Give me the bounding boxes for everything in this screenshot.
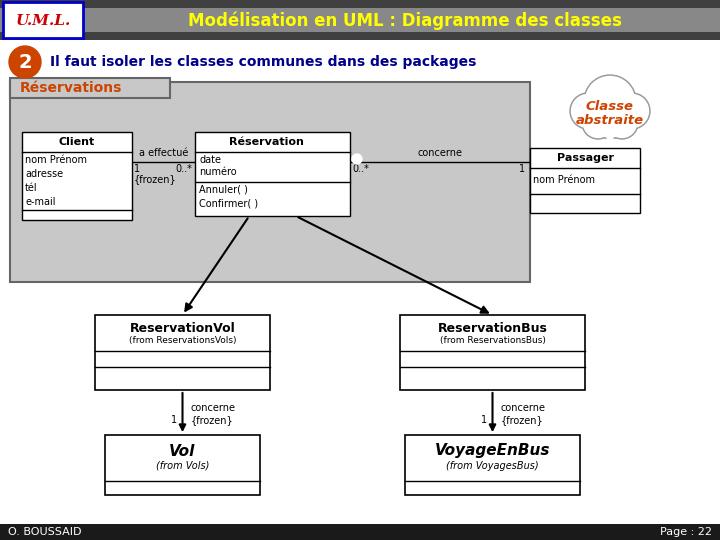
FancyBboxPatch shape <box>3 2 83 38</box>
FancyBboxPatch shape <box>105 435 260 495</box>
Text: Annuler( ): Annuler( ) <box>199 185 248 195</box>
Text: e-mail: e-mail <box>25 197 55 207</box>
Text: Passager: Passager <box>557 153 613 163</box>
Circle shape <box>583 109 613 138</box>
Text: Client: Client <box>59 137 95 147</box>
Text: Confirmer( ): Confirmer( ) <box>199 199 258 209</box>
Circle shape <box>585 77 634 125</box>
Bar <box>0 0 720 40</box>
Text: {frozen}: {frozen} <box>191 415 233 425</box>
Text: VoyageEnBus: VoyageEnBus <box>435 443 550 458</box>
Text: 2: 2 <box>18 52 32 71</box>
FancyBboxPatch shape <box>400 315 585 390</box>
FancyBboxPatch shape <box>405 435 580 495</box>
Text: ReservationVol: ReservationVol <box>130 321 235 334</box>
Circle shape <box>572 94 605 127</box>
Text: Page : 22: Page : 22 <box>660 527 712 537</box>
Text: (from Vols): (from Vols) <box>156 461 210 471</box>
Text: ReservationBus: ReservationBus <box>438 321 547 334</box>
FancyBboxPatch shape <box>22 132 132 220</box>
Text: concerne: concerne <box>500 403 546 413</box>
Text: 1: 1 <box>171 415 176 425</box>
Text: 1: 1 <box>134 164 140 174</box>
Text: abstraite: abstraite <box>576 113 644 126</box>
Text: (from ReservationsVols): (from ReservationsVols) <box>129 336 236 346</box>
Circle shape <box>616 94 649 127</box>
Text: Vol: Vol <box>169 443 196 458</box>
Text: concerne: concerne <box>191 403 235 413</box>
Text: O. BOUSSAID: O. BOUSSAID <box>8 527 81 537</box>
Text: concerne: concerne <box>418 148 462 158</box>
Circle shape <box>584 75 636 127</box>
Circle shape <box>606 107 638 139</box>
Text: a effectué: a effectué <box>139 148 188 158</box>
Circle shape <box>596 111 624 139</box>
FancyBboxPatch shape <box>10 78 170 98</box>
Circle shape <box>570 93 606 129</box>
FancyBboxPatch shape <box>95 315 270 390</box>
Text: 0..*: 0..* <box>175 164 192 174</box>
Text: date: date <box>199 155 221 165</box>
Text: nom Prénom: nom Prénom <box>25 155 87 165</box>
Bar <box>0 8 720 32</box>
Circle shape <box>605 138 615 148</box>
Circle shape <box>352 154 362 164</box>
Text: {frozen}: {frozen} <box>500 415 544 425</box>
Text: (from ReservationsBus): (from ReservationsBus) <box>440 336 546 346</box>
Text: numéro: numéro <box>199 167 237 177</box>
Circle shape <box>337 137 347 147</box>
Text: Réservation: Réservation <box>229 137 304 147</box>
FancyBboxPatch shape <box>530 148 640 213</box>
Text: 0..*: 0..* <box>352 164 369 174</box>
Text: Classe: Classe <box>586 100 634 113</box>
Circle shape <box>614 93 650 129</box>
Text: 1: 1 <box>480 415 487 425</box>
Text: Réservations: Réservations <box>20 81 122 95</box>
Circle shape <box>582 107 614 139</box>
Text: Il faut isoler les classes communes dans des packages: Il faut isoler les classes communes dans… <box>50 55 477 69</box>
FancyBboxPatch shape <box>195 132 350 216</box>
Circle shape <box>598 112 623 138</box>
Text: U.M.L.: U.M.L. <box>15 14 71 28</box>
Bar <box>0 524 720 540</box>
Text: nom Prénom: nom Prénom <box>533 175 595 185</box>
Text: 1: 1 <box>519 164 525 174</box>
Circle shape <box>9 46 41 78</box>
Text: Modélisation en UML : Diagramme des classes: Modélisation en UML : Diagramme des clas… <box>188 12 622 30</box>
Text: (from VoyagesBus): (from VoyagesBus) <box>446 461 539 471</box>
Text: tél: tél <box>25 183 37 193</box>
FancyBboxPatch shape <box>10 82 530 282</box>
Text: adresse: adresse <box>25 169 63 179</box>
Circle shape <box>608 109 636 138</box>
Text: {frozen}: {frozen} <box>134 174 176 184</box>
